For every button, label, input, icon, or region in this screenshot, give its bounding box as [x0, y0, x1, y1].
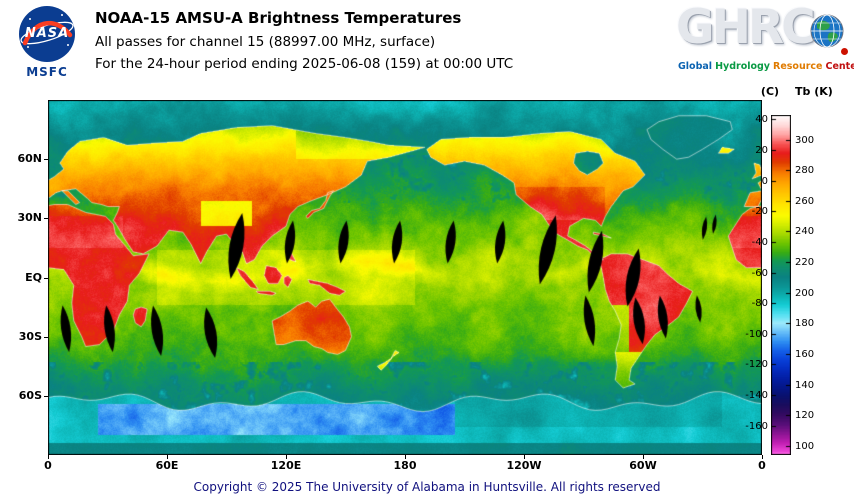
colorbar-title-kelvin: Tb (K) — [795, 85, 833, 98]
colorbar-celsius-label: -160 — [745, 420, 768, 432]
colorbar-kelvin-label: 200 — [795, 287, 815, 299]
msfc-label: MSFC — [26, 65, 68, 79]
y-tick-label: EQ — [25, 270, 42, 284]
colorbar-kelvin-label: 100 — [795, 440, 815, 452]
ghrc-tagline: GlobalHydrologyResourceCenter — [678, 61, 854, 72]
x-tick-mark — [286, 455, 287, 459]
x-tick-label: 60W — [629, 459, 657, 472]
ghrc-logo-text: GHRC — [676, 0, 816, 55]
y-tick-label: 30S — [18, 329, 42, 343]
colorbar-kelvin-label: 180 — [795, 318, 815, 330]
x-tick-mark — [524, 455, 525, 459]
colorbar-title-celsius: (C) — [760, 85, 780, 98]
colorbar-celsius-label: 20 — [755, 144, 768, 156]
period-line: For the 24-hour period ending 2025-06-08… — [95, 56, 514, 72]
colorbar-celsius-label: -140 — [745, 390, 768, 402]
colorbar-kelvin-label: 240 — [795, 226, 815, 238]
colorbar-kelvin-label: 220 — [795, 257, 815, 269]
page-subtitle: All passes for channel 15 (88997.00 MHz,… — [95, 34, 436, 50]
colorbar-celsius-label: 40 — [755, 114, 768, 126]
colorbar-kelvin-label: 160 — [795, 348, 815, 360]
nasa-insignia-icon — [19, 6, 75, 62]
colorbar-kelvin-label: 280 — [795, 165, 815, 177]
x-tick-label: 120E — [270, 459, 302, 472]
x-tick-label: 0 — [44, 459, 52, 472]
x-tick-mark — [167, 455, 168, 459]
colorbar — [771, 115, 791, 455]
colorbar-kelvin-label: 120 — [795, 410, 815, 422]
y-tick-label: 60S — [18, 388, 42, 402]
y-tick-mark — [44, 395, 48, 397]
colorbar-celsius-label: -120 — [745, 359, 768, 371]
ghrc-tagline-word: Global — [678, 61, 713, 72]
colorbar-kelvin-label: 140 — [795, 379, 815, 391]
brightness-temperature-map — [48, 100, 762, 455]
y-tick-label: 30N — [17, 211, 42, 225]
x-tick-label: 0 — [758, 459, 766, 472]
y-tick-label: 60N — [17, 152, 42, 166]
colorbar-celsius-label: -60 — [751, 267, 768, 279]
y-tick-mark — [44, 218, 48, 220]
ghrc-logo-block: GHRC GlobalHydrologyResourceCenter — [676, 0, 854, 82]
colorbar-celsius-label: -80 — [751, 298, 768, 310]
ghrc-red-dot-icon — [841, 48, 848, 55]
colorbar-celsius-label: 0 — [761, 175, 768, 187]
x-tick-mark — [762, 455, 763, 459]
colorbar-celsius-label: -100 — [745, 328, 768, 340]
ghrc-tagline-word: Resource — [773, 61, 823, 72]
copyright-line: Copyright © 2025 The University of Alaba… — [193, 480, 661, 494]
colorbar-celsius-label: -20 — [751, 206, 768, 218]
colorbar-kelvin-label: 260 — [795, 195, 815, 207]
x-tick-label: 120W — [506, 459, 542, 472]
page-title: NOAA-15 AMSU-A Brightness Temperatures — [95, 9, 462, 27]
nasa-logo-block: NASA MSFC — [10, 5, 84, 79]
ghrc-tagline-word: Hydrology — [715, 61, 770, 72]
x-tick-label: 180 — [393, 459, 417, 472]
colorbar-kelvin-label: 300 — [795, 134, 815, 146]
x-tick-label: 60E — [155, 459, 179, 472]
ghrc-globe-icon — [810, 14, 844, 48]
nasa-logo-text: NASA — [24, 26, 70, 41]
x-tick-mark — [643, 455, 644, 459]
y-tick-mark — [44, 159, 48, 161]
title-block: NOAA-15 AMSU-A Brightness Temperatures A… — [95, 9, 513, 78]
x-tick-mark — [48, 455, 49, 459]
ghrc-tagline-word: Center — [825, 61, 854, 72]
colorbar-celsius-label: -40 — [751, 236, 768, 248]
y-tick-mark — [44, 336, 48, 338]
x-tick-mark — [405, 455, 406, 459]
nasa-logo: NASA — [18, 5, 76, 63]
y-tick-mark — [44, 277, 48, 279]
